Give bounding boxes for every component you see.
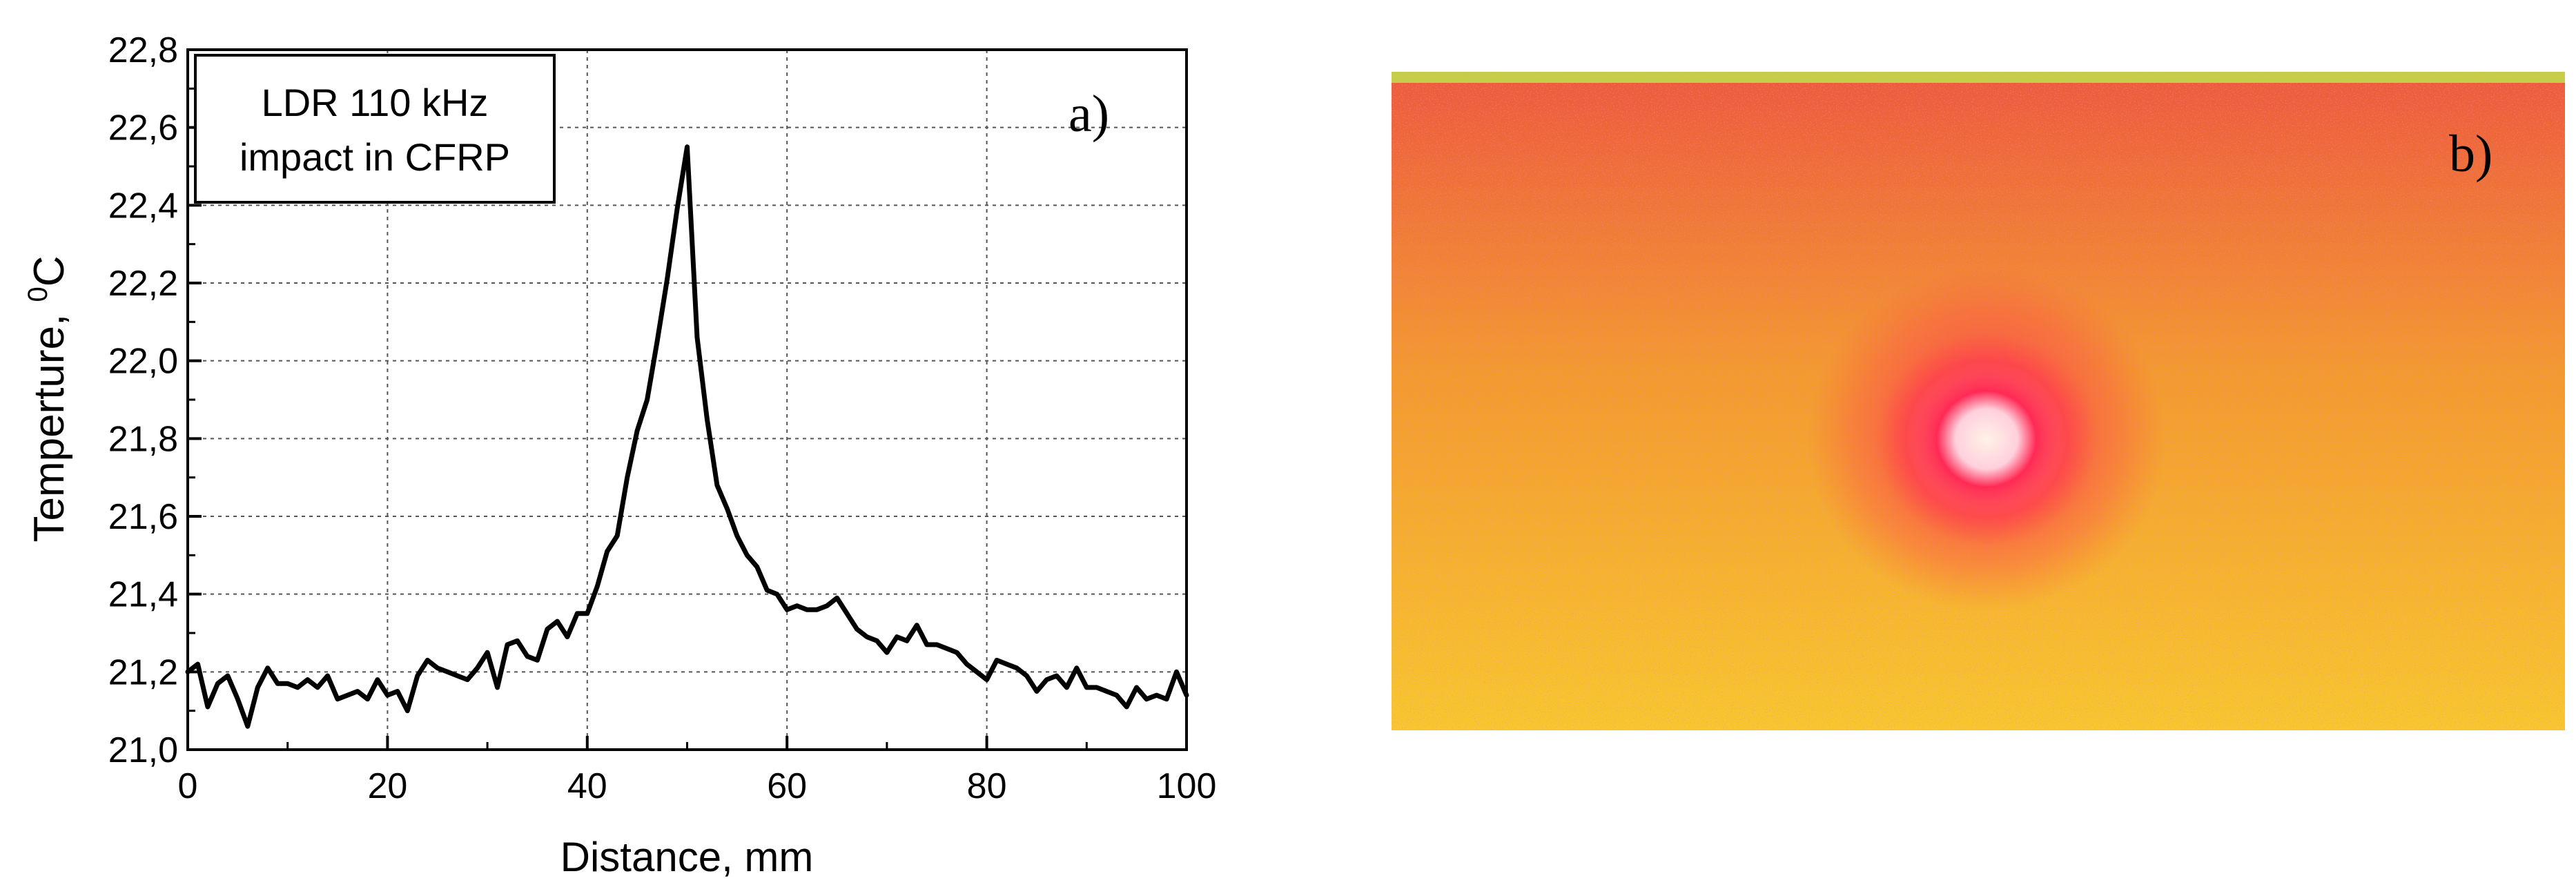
y-tick-label: 21,2 [108,652,178,692]
y-axis-label-main: Temperture, [26,302,73,543]
thermal-hot-spot [1876,332,2097,546]
y-tick-label: 22,0 [108,342,178,382]
chart-panel: 0 20 40 60 80 100 21,0 21,2 21,4 21,6 21,8 22,0 22,… [23,30,1216,880]
legend-line-2: impact in CFRP [240,135,510,179]
y-tick-label: 21,8 [108,419,178,459]
thermal-top-edge [1392,72,2565,83]
y-tick-label: 22,2 [108,264,178,304]
y-axis-label-unit: C [26,255,73,286]
y-tick-label: 21,6 [108,497,178,537]
legend-box: LDR 110 kHz impact in CFRP [194,54,556,204]
y-tick-label: 22,4 [108,186,178,226]
y-tick-label: 22,6 [108,108,178,148]
legend-line-1: LDR 110 kHz [262,81,489,124]
x-tick-label: 40 [567,766,607,806]
x-tick-label: 100 [1157,766,1217,806]
x-tick-labels: 0 20 40 60 80 100 [178,766,1217,806]
panel-label-b: b) [2449,125,2492,183]
y-tick-label: 21,0 [108,730,178,770]
y-tick-label: 22,8 [108,30,178,70]
thermal-image: b) [1392,72,2565,730]
y-axis-label-superscript: 0 [23,286,53,302]
x-tick-label: 60 [767,766,807,806]
x-axis-label: Distance, mm [560,834,814,880]
axis-ticks [186,48,1188,751]
x-tick-label: 80 [967,766,1007,806]
y-tick-label: 21,4 [108,575,178,615]
x-tick-label: 20 [367,766,407,806]
x-tick-label: 0 [178,766,198,806]
temperature-line [185,144,1189,729]
y-tick-labels: 21,0 21,2 21,4 21,6 21,8 22,0 22,2 22,4 22,6 22,8 [108,30,178,770]
panel-label-a: a) [1069,85,1109,143]
y-axis-label: Temperture, 0C [23,255,73,542]
